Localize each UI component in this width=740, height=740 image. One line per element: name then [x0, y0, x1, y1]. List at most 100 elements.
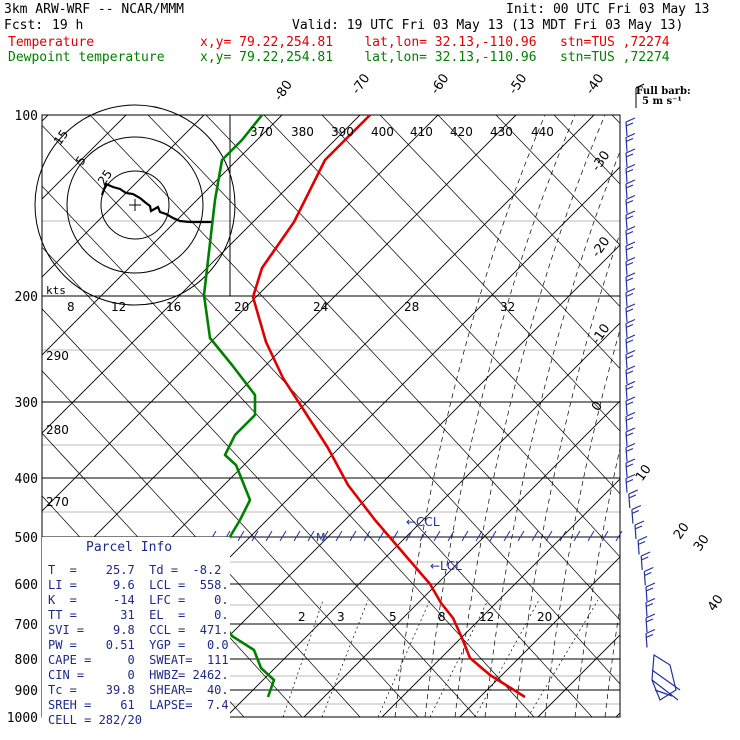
wind-barb-flag: [625, 225, 636, 232]
wind-barb-flag: [625, 354, 634, 360]
hodograph-ring: [100, 170, 170, 240]
wind-barb-flag: [625, 117, 636, 123]
forecast-label: Fcst:: [4, 18, 44, 33]
wind-barb-flag: [625, 277, 634, 282]
wind-barb-staff: [625, 462, 628, 478]
wind-barb-staff: [625, 354, 628, 369]
parcel-row: K = -14 LFC = 0.: [48, 593, 229, 607]
wind-barb-staff: [625, 199, 628, 214]
parcel-row: T = 25.7 Td = -8.2: [48, 563, 222, 577]
wind-barb-flag: [625, 416, 634, 422]
wind-barb-flag: [625, 334, 636, 340]
barb-tick: [293, 530, 301, 542]
wind-barb-flag: [644, 566, 654, 573]
dry-adiabat: [42, 370, 361, 717]
dry-adiabat: [379, 115, 620, 370]
barb-tick: [601, 530, 609, 542]
barb-tick: [265, 530, 273, 542]
parcel-info-panel: Parcel Info T = 25.7 Td = -8.2 LI = 9.6 …: [42, 537, 230, 737]
wind-barb-flag: [645, 582, 656, 588]
dewpoint-line: [202, 114, 276, 698]
isotherm-label: -40: [583, 71, 607, 97]
parcel-row: SVI = 9.8 CCL = 471.: [48, 623, 229, 637]
wind-barb-flag: [625, 349, 636, 356]
dewpoint-legend: Dewpoint temperature: [8, 50, 165, 65]
mixing-ratio-line: [377, 599, 431, 717]
wind-barb-flag: [640, 551, 651, 557]
ccl-label: ←CCL: [406, 515, 440, 529]
parcel-row: LI = 9.6 LCL = 558.: [48, 578, 229, 592]
moist-adiabat: [484, 150, 620, 717]
theta-label: 380: [291, 125, 314, 139]
hodograph-speed-label: 28: [404, 300, 419, 314]
wind-barb-flag: [625, 215, 634, 220]
barb-tick: [405, 530, 413, 542]
pressure-label: 700: [15, 618, 38, 633]
dry-adiabat: [437, 115, 620, 308]
wind-barb-staff: [625, 431, 628, 447]
hodograph-center: [129, 199, 141, 211]
hodograph-ring: [66, 136, 204, 274]
theta-label: 370: [250, 125, 273, 139]
wind-barb-staff: [645, 617, 648, 633]
dry-adiabat: [321, 115, 620, 432]
isotherm-line: [381, 478, 620, 717]
moist-adiabat: [514, 232, 620, 717]
dry-adiabat: [0, 115, 12, 717]
wind-barb-flag: [625, 308, 634, 313]
wind-barb-flag: [625, 241, 636, 247]
wind-barb-flag: [625, 463, 634, 468]
wind-barb-staff: [637, 540, 640, 555]
mixing-ratio-label: 20: [537, 610, 552, 624]
isotherm-line: [694, 115, 740, 717]
dry-adiabat: [42, 185, 535, 717]
isotherm-label: -80: [271, 78, 295, 104]
dry-adiabat: [89, 115, 620, 685]
wind-barb-flag: [625, 396, 636, 402]
isotherm-line: [42, 115, 517, 590]
wind-barb-flag: [625, 323, 634, 329]
dewpoint-location: x,y= 79.22,254.81 lat,lon= 32.13,-110.96…: [200, 50, 670, 65]
init-time: Init: 00 UTC Fri 03 May 13: [506, 2, 710, 17]
hodograph-trace: [100, 182, 212, 224]
barb-tick: [237, 530, 245, 542]
barb-tick: [531, 530, 539, 542]
wind-barb-flag: [625, 168, 634, 174]
parcel-row: CIN = 0 HWBZ= 2462.: [48, 668, 229, 682]
hodograph-speed-label: 8: [67, 300, 75, 314]
isotherm-line: [42, 115, 439, 512]
wind-barbs: [209, 117, 681, 701]
wind-barb-flag: [645, 587, 654, 592]
isotherm-label: 20: [671, 520, 693, 542]
barb-tick: [475, 530, 483, 542]
wind-barb-staff: [625, 447, 628, 462]
isotherm-label: -50: [506, 71, 530, 97]
parcel-row: Tc = 39.8 SHEAR= 40.: [48, 683, 229, 697]
wind-barb-staff: [643, 571, 646, 586]
wind-barb-staff: [625, 276, 628, 292]
wind-barb-flag: [625, 401, 634, 406]
forecast-hours: 19 h: [52, 18, 84, 33]
hodograph-unit: kts: [46, 284, 66, 297]
wind-barb-flag: [644, 571, 652, 577]
isotherm-line: [42, 115, 205, 278]
moist-adiabat: [454, 115, 606, 717]
wind-barb-flag: [637, 540, 646, 546]
wind-barb-flag: [625, 380, 636, 387]
pressure-label: 100: [15, 109, 38, 124]
wind-barb-flag: [645, 633, 654, 639]
mixing-ratio-line: [321, 599, 369, 717]
wind-barb-flag: [625, 230, 634, 236]
wind-barb-staff: [625, 338, 628, 354]
wind-barb-flag: [628, 494, 637, 499]
hodograph-speed-label: 20: [234, 300, 249, 314]
theta-label: 440: [531, 125, 554, 139]
wind-barb-flag: [625, 370, 634, 375]
wind-barb-flag: [631, 504, 642, 511]
theta-label: 430: [490, 125, 513, 139]
barb-tick: [251, 530, 259, 542]
wind-barb-staff: [645, 633, 648, 648]
temperature-line: [251, 114, 526, 699]
marker-m: M: [316, 531, 326, 544]
parcel-row: CELL = 282/20: [48, 713, 142, 727]
